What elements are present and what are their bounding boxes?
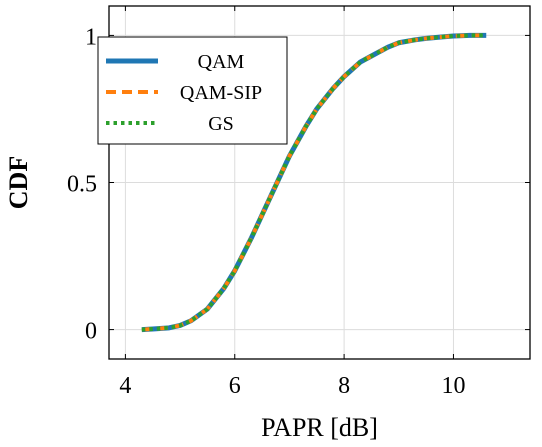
legend-label: QAM-SIP bbox=[180, 82, 262, 104]
x-axis-label: PAPR [dB] bbox=[261, 413, 378, 442]
y-tick-label: 0.5 bbox=[67, 172, 97, 198]
y-tick-label: 1 bbox=[85, 24, 97, 50]
axis-ticks: 4 6 8 10 0 0.5 1 bbox=[67, 6, 530, 399]
legend-item-qam: QAM bbox=[106, 51, 245, 73]
legend-label: GS bbox=[208, 113, 234, 135]
legend: QAM QAM-SIP GS bbox=[97, 36, 288, 145]
legend-item-qam-sip: QAM-SIP bbox=[106, 82, 262, 104]
x-tick-label: 10 bbox=[441, 373, 465, 399]
series-lines bbox=[141, 32, 487, 333]
y-tick-label: 0 bbox=[85, 319, 97, 345]
x-tick-label: 4 bbox=[119, 373, 131, 399]
legend-item-gs: GS bbox=[106, 113, 234, 135]
legend-label: QAM bbox=[198, 51, 245, 73]
x-tick-label: 8 bbox=[338, 373, 350, 399]
x-tick-label: 6 bbox=[229, 373, 241, 399]
series-line-gs bbox=[141, 33, 487, 332]
y-axis-label: CDF bbox=[4, 156, 33, 209]
